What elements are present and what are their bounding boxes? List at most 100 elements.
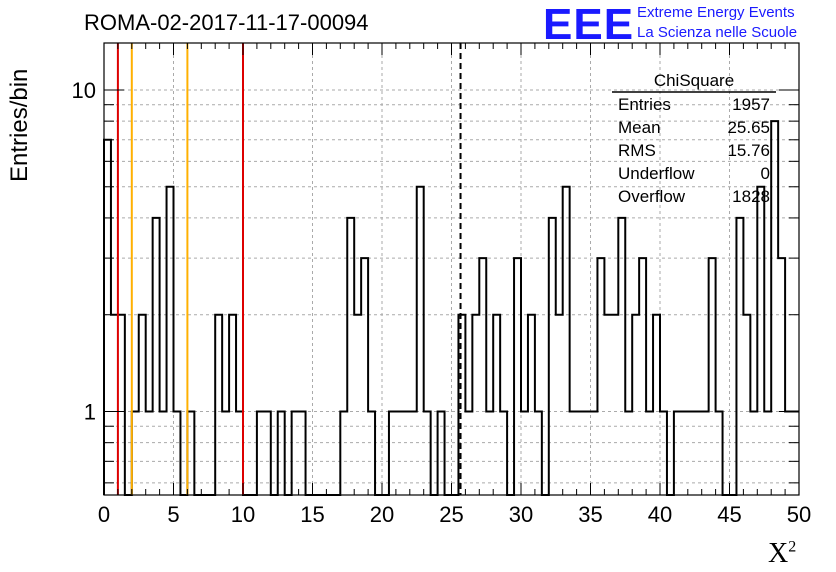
histogram-bin xyxy=(347,218,354,495)
stats-title: ChiSquare xyxy=(654,71,734,90)
histogram-bin xyxy=(556,315,563,495)
histogram-bin xyxy=(299,412,306,495)
x-tick-label: 15 xyxy=(300,502,324,527)
histogram-bin xyxy=(229,315,236,495)
histogram-bin xyxy=(215,315,222,495)
histogram-bin xyxy=(618,218,625,495)
x-tick-label: 50 xyxy=(787,502,811,527)
x-axis-label-superscript: 2 xyxy=(788,538,797,556)
histogram-bin xyxy=(736,218,743,495)
histogram-bin xyxy=(674,412,681,495)
histogram-bin xyxy=(563,187,570,495)
histogram-bin xyxy=(403,412,410,495)
stats-row-label: Underflow xyxy=(618,164,695,183)
histogram-bin xyxy=(549,218,556,495)
histogram-bin xyxy=(187,412,194,495)
histogram-bin xyxy=(591,412,598,495)
histogram xyxy=(103,120,799,496)
histogram-bin xyxy=(688,412,695,495)
histogram-bin xyxy=(104,140,111,495)
histogram-bin xyxy=(472,315,479,495)
histogram-bin xyxy=(278,412,285,495)
x-tick-label: 5 xyxy=(167,502,179,527)
histogram-bin xyxy=(750,412,757,495)
histogram-bin xyxy=(132,412,139,495)
histogram-bin xyxy=(160,412,167,495)
chart-title: ROMA-02-2017-11-17-00094 xyxy=(84,10,369,35)
histogram-bin xyxy=(584,412,591,495)
histogram-bin xyxy=(743,315,750,495)
histogram-outline xyxy=(103,120,799,496)
histogram-bin xyxy=(354,315,361,495)
histogram-bin xyxy=(368,412,375,495)
histogram-bin xyxy=(764,412,771,495)
marker-lines xyxy=(116,43,462,495)
histogram-bin xyxy=(653,315,660,495)
histogram-bin xyxy=(389,412,396,495)
histogram-bin xyxy=(514,258,521,495)
histogram-bin xyxy=(417,187,424,495)
histogram-bin xyxy=(236,412,243,495)
stats-row-label: Mean xyxy=(618,118,661,137)
axis-ticks: 0 5 10 15 20 25 30 35 40 45 50 1 10 xyxy=(72,43,811,527)
histogram-bin xyxy=(646,412,653,495)
eee-logo: EEE xyxy=(543,0,635,49)
histogram-bin xyxy=(778,258,785,495)
histogram-bin xyxy=(264,412,271,495)
stats-box: ChiSquare Entries 1957 Mean 25.65 RMS 15.76 Und… xyxy=(612,71,776,206)
histogram-bin xyxy=(577,412,584,495)
histogram-bin xyxy=(153,218,160,495)
histogram-bin xyxy=(660,412,667,495)
x-tick-label: 40 xyxy=(648,502,672,527)
histogram-bin xyxy=(486,412,493,495)
y-axis-label: Entries/bin xyxy=(6,68,33,182)
histogram-bin xyxy=(709,258,716,495)
histogram-bin xyxy=(118,315,125,495)
histogram-bin xyxy=(167,187,174,495)
histogram-bin xyxy=(396,412,403,495)
histogram-bin xyxy=(361,258,368,495)
histogram-bin xyxy=(639,258,646,495)
stats-row-value: 25.65 xyxy=(727,118,770,137)
histogram-bin xyxy=(597,258,604,495)
stats-row-label: Entries xyxy=(618,95,671,114)
histogram-bin xyxy=(570,412,577,495)
histogram-bin xyxy=(604,315,611,495)
histogram-bin xyxy=(695,412,702,495)
histogram-bin xyxy=(465,412,472,495)
histogram-bin xyxy=(146,412,153,495)
histogram-bin xyxy=(632,315,639,495)
histogram-bin xyxy=(111,315,118,495)
histogram-bin xyxy=(410,412,417,495)
x-axis-label: X2 xyxy=(768,538,797,569)
histogram-bin xyxy=(757,187,764,495)
histogram-bin xyxy=(716,412,723,495)
histogram-bin xyxy=(528,315,535,495)
stats-row-value: 1957 xyxy=(732,95,770,114)
histogram-bin xyxy=(611,315,618,495)
histogram-bin xyxy=(424,412,431,495)
histogram-bin xyxy=(174,412,181,495)
x-tick-label: 20 xyxy=(370,502,394,527)
histogram-bin xyxy=(257,412,264,495)
histogram-bin xyxy=(771,121,778,495)
histogram-bin xyxy=(222,412,229,495)
logo-subtitle-line1: Extreme Energy Events xyxy=(637,4,795,21)
y-tick-label: 10 xyxy=(72,78,96,103)
histogram-bin xyxy=(521,412,528,495)
x-tick-label: 35 xyxy=(578,502,602,527)
histogram-bin xyxy=(458,315,465,495)
histogram-bin xyxy=(535,412,542,495)
stats-row-label: RMS xyxy=(618,141,656,160)
histogram-bin xyxy=(340,412,347,495)
x-tick-label: 25 xyxy=(439,502,463,527)
histogram-bin xyxy=(479,258,486,495)
histogram-bin xyxy=(625,412,632,495)
logo-subtitle-line2: La Scienza nelle Scuole xyxy=(637,24,798,41)
stats-row-label: Overflow xyxy=(618,187,686,206)
x-tick-label: 10 xyxy=(231,502,255,527)
y-tick-label: 1 xyxy=(84,400,96,425)
histogram-bin xyxy=(681,412,688,495)
histogram-bin xyxy=(139,315,146,495)
